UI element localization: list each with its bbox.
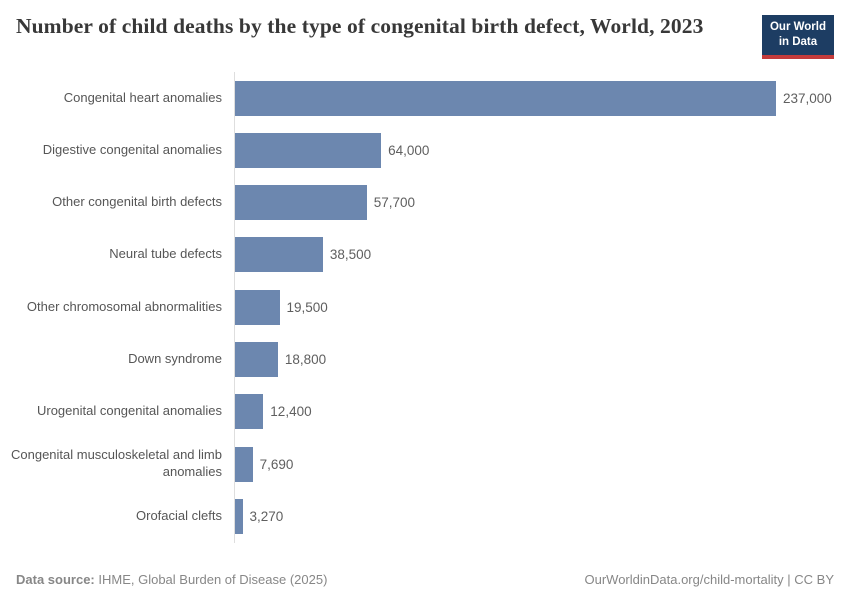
- category-label: Digestive congenital anomalies: [42, 141, 222, 157]
- bar: [235, 289, 280, 325]
- chart-row: Congenital musculoskeletal and limb anom…: [0, 437, 850, 491]
- chart-header: Number of child deaths by the type of co…: [0, 0, 850, 59]
- value-label: 7,690: [259, 456, 294, 472]
- bar-area: 237,000: [234, 71, 850, 125]
- logo-line-1: Our World: [769, 21, 826, 33]
- logo-line-2: in Data: [778, 35, 818, 48]
- footer-link: OurWorldinData.org/child-mortality | CC …: [584, 572, 835, 587]
- bar-area: 19,500: [234, 281, 850, 334]
- data-source: Data source: IHME, Global Burden of Dise…: [16, 572, 327, 587]
- bar: [235, 446, 253, 482]
- data-source-text: IHME, Global Burden of Disease (2025): [94, 572, 328, 587]
- category-label: Other chromosomal abnormalities: [26, 298, 222, 314]
- data-source-label: Data source:: [16, 572, 95, 587]
- bar: [235, 237, 323, 273]
- bar-chart: Congenital heart anomalies 237,000 Digesti…: [0, 71, 850, 543]
- bar-area: 12,400: [234, 385, 850, 438]
- chart-row: Orofacial clefts 3,270: [0, 490, 850, 543]
- value-label: 64,000: [388, 142, 430, 158]
- bar: [235, 498, 243, 534]
- bar-area: 18,800: [234, 333, 850, 386]
- bar: [235, 185, 367, 221]
- chart-row: Digestive congenital anomalies 64,000: [0, 124, 850, 177]
- bar-area: 7,690: [234, 437, 850, 491]
- value-label: 18,800: [284, 352, 327, 367]
- category-label: Congenital musculoskeletal and limb anom…: [10, 447, 222, 480]
- bar: [235, 342, 278, 377]
- value-label: 57,700: [373, 195, 415, 211]
- value-label: 237,000: [783, 90, 832, 106]
- chart-title: Number of child deaths by the type of co…: [16, 14, 704, 38]
- bar: [235, 394, 264, 430]
- value-label: 38,500: [329, 247, 372, 263]
- owid-logo: Our World in Data: [761, 15, 834, 59]
- category-label: Orofacial clefts: [136, 507, 222, 523]
- category-label: Other congenital birth defects: [52, 194, 222, 210]
- bar-area: 38,500: [234, 228, 850, 282]
- bar-area: 3,270: [234, 490, 850, 543]
- chart-row: Other chromosomal abnormalities 19,500: [0, 281, 850, 334]
- chart-row: Down syndrome 18,800: [0, 333, 850, 386]
- category-label: Urogenital congenital anomalies: [36, 403, 222, 419]
- chart-row: Urogenital congenital anomalies 12,400: [0, 385, 850, 438]
- bar-area: 64,000: [234, 124, 850, 177]
- value-label: 12,400: [270, 404, 312, 420]
- value-label: 3,270: [249, 508, 284, 524]
- category-label: Down syndrome: [128, 351, 222, 367]
- bar: [235, 132, 382, 168]
- bar: [235, 80, 776, 116]
- chart-row: Congenital heart anomalies 237,000: [0, 71, 850, 125]
- bar-area: 57,700: [234, 176, 850, 229]
- chart-footer: Data source: IHME, Global Burden of Dise…: [16, 572, 834, 587]
- category-label: Neural tube defects: [109, 246, 222, 262]
- chart-row: Other congenital birth defects 57,700: [0, 176, 850, 229]
- chart-row: Neural tube defects 38,500: [0, 228, 850, 282]
- category-label: Congenital heart anomalies: [63, 89, 222, 105]
- value-label: 19,500: [286, 299, 328, 315]
